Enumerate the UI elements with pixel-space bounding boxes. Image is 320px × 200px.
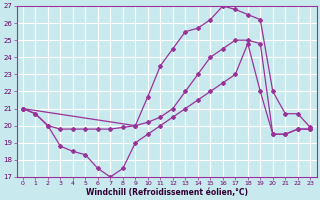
X-axis label: Windchill (Refroidissement éolien,°C): Windchill (Refroidissement éolien,°C): [85, 188, 248, 197]
